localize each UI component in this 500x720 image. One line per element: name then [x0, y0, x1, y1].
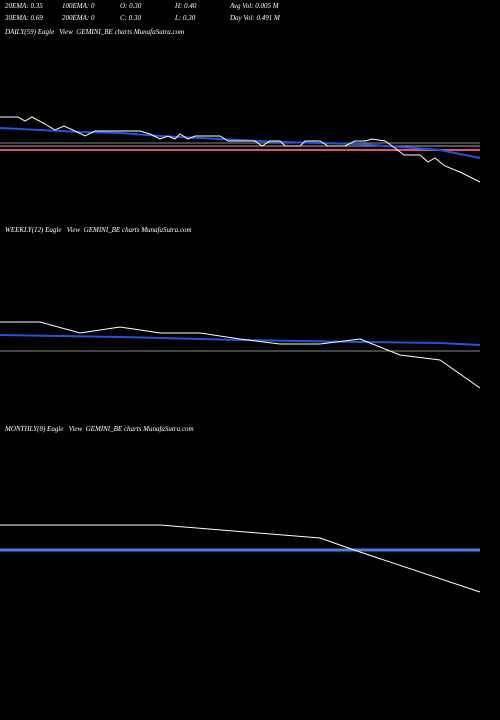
ema-line: [0, 334, 481, 346]
header-stat: H: 0.40: [174, 2, 197, 10]
panel-label: WEEKLY(12) Eagle View GEMINI_BE charts M…: [5, 226, 192, 234]
price-line: [0, 524, 481, 593]
header-stat: C: 0.30: [120, 14, 142, 22]
header-stat: Day Vol: 0.491 M: [229, 14, 281, 22]
panel-label: MONTHLY(8) Eagle View GEMINI_BE charts M…: [4, 425, 194, 433]
header-stat: 100EMA: 0: [62, 2, 95, 10]
ema-line: [0, 127, 481, 159]
header-stat: L: 0.30: [174, 14, 196, 22]
header-stat: O: 0.30: [120, 2, 142, 10]
header-stat: 30EMA: 0.69: [4, 14, 43, 22]
price-line: [0, 116, 481, 183]
panel-label: DAILY(59) Eagle View GEMINI_BE charts Mu…: [4, 28, 184, 36]
header-stat: Avg Vol: 0.005 M: [229, 2, 280, 10]
header-stat: 20EMA: 0.35: [5, 2, 43, 10]
header-stat: 200EMA: 0: [62, 14, 95, 22]
price-line: [0, 321, 481, 389]
